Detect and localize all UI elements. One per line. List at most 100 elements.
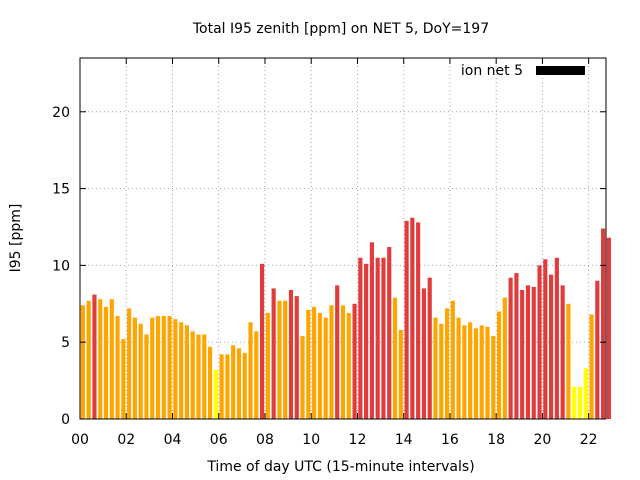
bar	[86, 300, 91, 419]
bar	[138, 323, 143, 419]
bar	[537, 265, 542, 419]
bar	[259, 263, 265, 419]
bar	[410, 217, 415, 419]
bar	[127, 308, 132, 419]
bar	[317, 313, 322, 419]
bar	[306, 309, 311, 419]
chart-title: Total I95 zenith [ppm] on NET 5, DoY=197	[192, 21, 489, 37]
bar	[416, 222, 421, 419]
bar	[121, 339, 126, 419]
bar	[132, 317, 137, 419]
bar	[352, 303, 357, 419]
bar	[150, 317, 155, 419]
bar	[92, 294, 97, 419]
bar	[502, 297, 507, 419]
bar	[277, 300, 282, 419]
bar	[294, 296, 299, 419]
bar	[583, 368, 588, 419]
bar	[473, 328, 479, 419]
bar	[248, 322, 253, 419]
x-tick-label: 04	[164, 432, 182, 448]
bar	[271, 288, 276, 419]
legend-label: ion net 5	[461, 63, 523, 79]
bar	[398, 329, 403, 419]
bar	[358, 257, 363, 419]
bar	[462, 325, 467, 419]
bar	[450, 300, 455, 419]
bar	[167, 316, 172, 419]
y-axis-label: I95 [ppm]	[8, 204, 24, 273]
bar	[242, 352, 247, 419]
bar	[387, 246, 392, 419]
bar	[196, 334, 201, 419]
bar	[346, 313, 351, 419]
bar	[479, 325, 484, 419]
bar	[456, 317, 461, 419]
bar	[219, 354, 224, 419]
y-tick-label: 20	[52, 105, 70, 121]
bar	[288, 289, 294, 419]
bar	[589, 314, 594, 419]
bar	[531, 286, 536, 419]
bar	[375, 257, 380, 419]
bar	[404, 220, 409, 419]
bar	[173, 319, 178, 419]
y-tick-label: 15	[52, 182, 70, 198]
bar	[231, 345, 236, 419]
x-tick-label: 16	[441, 432, 459, 448]
bar	[225, 354, 230, 419]
bar	[566, 303, 571, 419]
bar	[312, 306, 317, 419]
bar	[439, 323, 444, 419]
bar	[144, 334, 149, 419]
bar	[572, 386, 577, 419]
bar	[549, 274, 554, 419]
grid-lines	[80, 58, 606, 419]
bar	[421, 288, 427, 419]
bar	[577, 386, 583, 419]
bars	[80, 217, 611, 419]
axis-ticks: 00 02 04 06 08 10 12 14 16 18 20 22 0 5 10 15 20	[52, 58, 606, 448]
bar	[161, 316, 166, 419]
bar	[340, 305, 346, 419]
bar	[184, 325, 190, 419]
bar	[381, 257, 386, 419]
y-tick-label: 5	[61, 335, 70, 351]
bar	[364, 263, 369, 419]
legend-swatch	[536, 66, 585, 75]
bar	[213, 369, 218, 419]
x-tick-label: 06	[210, 432, 228, 448]
bar	[155, 316, 161, 419]
bar	[179, 322, 184, 419]
y-tick-label: 10	[52, 258, 70, 274]
bar	[115, 316, 120, 419]
bar	[554, 257, 559, 419]
bar	[508, 277, 513, 419]
bar	[202, 334, 207, 419]
bar	[369, 242, 374, 419]
bar	[606, 237, 611, 419]
x-tick-label: 10	[302, 432, 320, 448]
x-tick-label: 22	[580, 432, 598, 448]
bar	[491, 336, 496, 419]
x-tick-label: 18	[487, 432, 505, 448]
bar	[427, 277, 432, 419]
bar	[468, 322, 473, 419]
x-tick-label: 12	[349, 432, 367, 448]
bar	[520, 289, 525, 419]
bar	[496, 311, 502, 419]
x-tick-label: 14	[395, 432, 413, 448]
bar	[300, 336, 305, 419]
y-tick-label: 0	[61, 412, 70, 428]
legend: ion net 5	[461, 63, 585, 79]
bar	[514, 273, 519, 419]
bar	[444, 308, 450, 419]
bar	[543, 259, 548, 419]
bar	[323, 317, 328, 419]
bar	[560, 285, 565, 419]
x-axis-label: Time of day UTC (15-minute intervals)	[206, 459, 474, 475]
bar	[80, 305, 85, 419]
bar	[207, 346, 213, 419]
bar	[601, 228, 606, 419]
